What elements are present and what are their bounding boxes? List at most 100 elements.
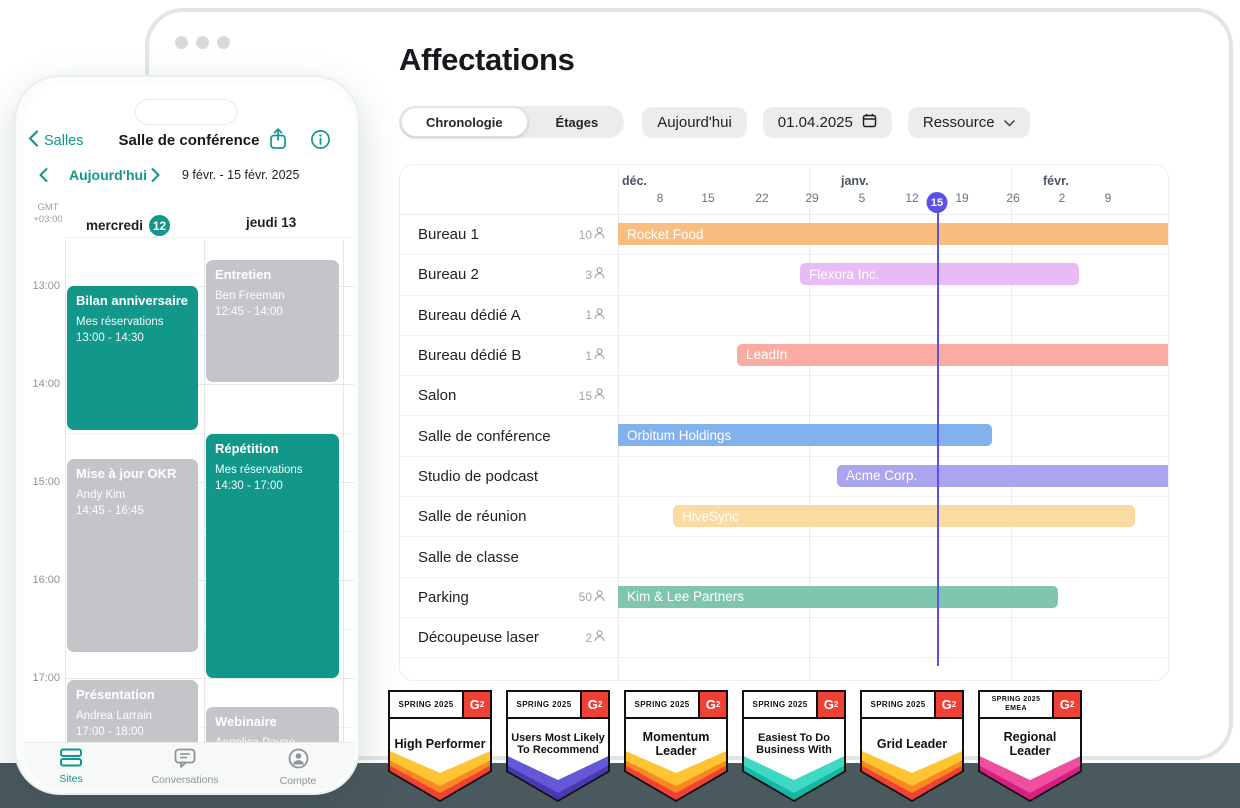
today-button[interactable]: Aujourd'hui [642,106,747,138]
person-icon [594,630,605,645]
person-icon [594,590,605,605]
back-link-salles[interactable]: Salles [28,130,84,151]
resource-cell: Salle de conférence [400,416,618,455]
resource-cell: Salle de réunion [400,497,618,536]
timeline-row: Salle de réunion HiveSync [400,497,1168,538]
calendar-event[interactable]: Bilan anniversaire Mes réservations 13:00 … [67,286,198,430]
event-title: Bilan anniversaire [76,293,188,308]
tick-label: 8 [656,191,664,205]
calendar-event[interactable]: Mise à jour OKR Andy Kim 14:45 - 16:45 [67,459,198,652]
window-dots [175,36,230,49]
grid-line [65,237,354,238]
resource-label: Salon [418,387,457,405]
month-label: févr. [1043,174,1069,188]
badge-header: SPRING 2025 EMEA G 2 [980,692,1080,719]
today-button-label: Aujourd'hui [657,113,732,131]
tab-chronologie[interactable]: Chronologie [401,107,528,137]
badge-season: SPRING 2025 [752,699,808,709]
today-marker: 15 [926,192,948,213]
grid-divider [65,240,66,742]
resource-capacity: 3 [585,267,605,282]
grid-divider [204,240,205,742]
badge-season: SPRING 2025 [870,699,926,709]
tab-conversations[interactable]: Conversations [145,748,225,786]
timeline-row: Salle de conférence Orbitum Holdings [400,416,1168,457]
timeline-row: Bureau dédié B 1 LeadIn [400,336,1168,377]
tab-label: Sites [59,773,83,785]
event-title: Répétition [215,441,279,456]
g2-badge: SPRING 2025 G 2 Users Most Likely To Recomm… [506,690,610,802]
resource-cell: Bureau 1 10 [400,215,618,254]
resource-label: Bureau dédié B [418,347,522,365]
date-picker-button[interactable]: 01.04.2025 [762,106,892,138]
tab-etages[interactable]: Étages [555,114,599,130]
hour-label: 15:00 [32,476,60,488]
booking-bar[interactable]: Acme Corp. [837,464,1168,487]
event-details: Mes réservations 14:30 - 17:00 [215,464,303,493]
timeline-rows: Bureau 1 10 Rocket Food Bureau 2 3 Flexora In… [400,215,1168,659]
hour-label: 17:00 [32,672,60,684]
timeline-row: Bureau 2 3 Flexora Inc. [400,255,1168,296]
resource-label: Bureau 1 [418,226,479,244]
next-day-icon[interactable] [151,168,160,187]
booking-bar[interactable]: LeadIn [737,343,1168,366]
timeline-header: déc. janv. févr. 8 15 22 29 5 12 19 26 2 9 [400,165,1168,215]
resource-cell: Bureau dédié B 1 [400,336,618,375]
grid-divider [343,240,344,742]
badge-title: Grid Leader [876,737,948,751]
speaker-pill [135,99,237,125]
badge-header: SPRING 2025 G 2 [744,692,844,719]
event-details: Andy Kim 14:45 - 16:45 [76,489,144,518]
prev-day-icon[interactable] [39,168,48,187]
booking-bar[interactable]: Orbitum Holdings [618,424,992,447]
calendar-icon [862,113,877,132]
hour-label: 14:00 [32,378,60,390]
sites-icon [59,748,83,770]
phone-today-button[interactable]: Aujourd'hui [69,167,147,183]
share-icon[interactable] [268,128,288,155]
resource-label: Salle de conférence [418,427,551,445]
tab-compte[interactable]: Compte [258,748,338,787]
resource-cell: Bureau 2 3 [400,255,618,294]
badge-season: SPRING 2025 EMEA [991,696,1041,712]
column-header-thursday[interactable]: jeudi 13 [246,215,296,230]
calendar-event[interactable]: Répétition Mes réservations 14:30 - 17:00 [206,434,339,678]
booking-bar[interactable]: Kim & Lee Partners [618,585,1058,608]
chevron-down-icon [1003,114,1015,131]
resource-capacity: 15 [579,388,605,403]
resource-label: Salle de classe [418,548,519,566]
resource-capacity: 1 [585,307,605,323]
resource-label: Bureau dédié A [418,306,521,324]
resource-label: Bureau 2 [418,266,479,284]
tick-label: 22 [755,191,769,205]
phone-page-title: Salle de conférence [118,132,260,149]
month-label: janv. [841,174,869,188]
tick-label: 29 [805,191,819,205]
calendar-nav: Aujourd'hui 9 févr. - 15 févr. 2025 [24,166,354,188]
event-details: Mes réservations 13:00 - 14:30 [76,316,164,345]
tab-sites[interactable]: Sites [31,748,111,785]
badge-season: SPRING 2025 [634,699,690,709]
calendar-event[interactable]: Entretien Ben Freeman 12:45 - 14:00 [206,260,339,382]
booking-bar[interactable]: Flexora Inc. [800,263,1079,286]
event-details: Andrea Larrain 17:00 - 18:00 [76,710,153,739]
booking-bar[interactable]: Rocket Food [618,223,1168,245]
column-header-wednesday[interactable]: mercredi 12 [86,215,171,236]
resource-dropdown[interactable]: Ressource [907,106,1030,138]
event-title: Entretien [215,267,272,282]
resource-capacity: 50 [579,590,605,605]
page-title: Affectations [399,42,575,77]
info-icon[interactable] [310,129,331,155]
resource-cell: Bureau dédié A 1 [400,296,618,335]
grid-line [65,678,354,679]
badge-header: SPRING 2025 G 2 [390,692,490,719]
timeline-row: Studio de podcast Acme Corp. [400,457,1168,498]
resource-cell: Salon 15 [400,376,618,415]
timeline-row: Découpeuse laser 2 [400,618,1168,659]
booking-bar[interactable]: HiveSync [673,505,1135,528]
date-range-label: 9 févr. - 15 févr. 2025 [182,168,300,182]
timeline-row: Bureau 1 10 Rocket Food [400,215,1168,256]
person-icon [594,227,605,242]
